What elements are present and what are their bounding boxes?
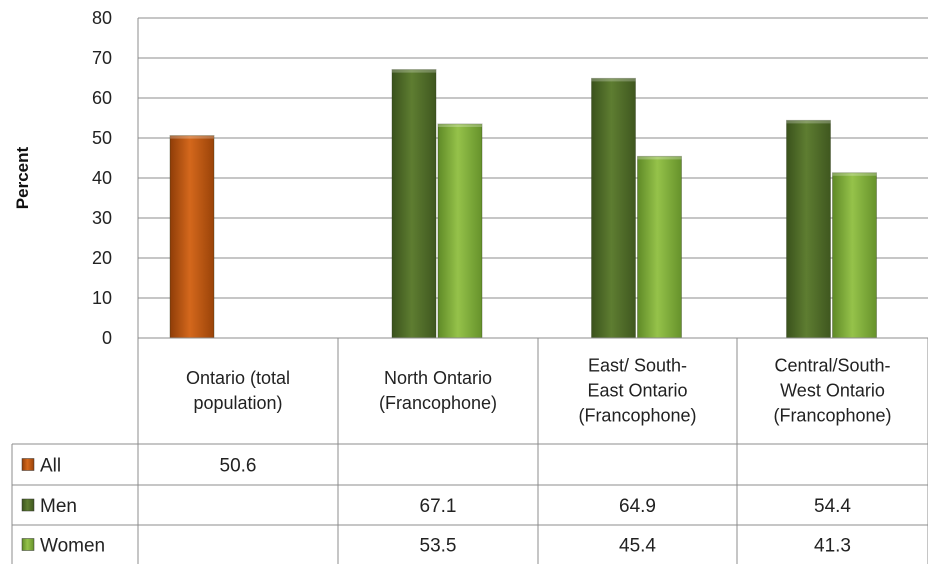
bar-all-0	[169, 135, 215, 339]
y-axis-ticks: 0 10 20 30 40 50 60 70 80	[92, 8, 112, 348]
bar-top-highlight	[786, 120, 831, 124]
y-tick-label: 10	[92, 288, 112, 308]
table-cell: 67.1	[420, 496, 457, 517]
legend-label-all: All	[40, 456, 61, 477]
bar-top-highlight	[392, 69, 436, 73]
y-tick-label: 50	[92, 128, 112, 148]
table-cell: 54.4	[814, 496, 851, 517]
data-table: 50.6 67.1 64.9 54.4 53.5 45.4 41.3	[11, 337, 928, 564]
y-tick-label: 40	[92, 168, 112, 188]
bars	[169, 69, 877, 339]
table-legend: All Men Women	[21, 456, 105, 557]
y-tick-label: 70	[92, 48, 112, 68]
legend-swatch-women	[21, 538, 35, 551]
x-category-label: Central/South-West Ontario (Francophone)	[773, 356, 891, 426]
bar-men-3	[786, 119, 831, 339]
bar-women-1	[437, 123, 483, 339]
x-category-label: East/ South-East Ontario (Francophone)	[578, 356, 696, 426]
y-tick-label: 20	[92, 248, 112, 268]
bar-top-highlight	[170, 135, 214, 139]
y-tick-label: 80	[92, 8, 112, 28]
grid-lines	[137, 17, 928, 339]
bar-women-3	[832, 172, 877, 339]
bar-top-highlight	[591, 78, 636, 82]
table-cell: 50.6	[220, 456, 257, 477]
y-axis-label: Percent	[13, 146, 32, 209]
table-cell: 45.4	[619, 536, 656, 557]
y-tick-label: 0	[102, 328, 112, 348]
bar-men-2	[591, 77, 636, 339]
legend-swatch-men	[21, 498, 35, 512]
table-cell: 53.5	[420, 536, 457, 557]
legend-swatch-all	[21, 458, 35, 471]
x-category-label: North Ontario (Francophone)	[379, 368, 497, 413]
bar-top-highlight	[438, 124, 482, 127]
x-category-label: Ontario (total population)	[186, 368, 290, 413]
table-cell: 64.9	[619, 496, 656, 517]
bar-top-highlight	[637, 156, 682, 160]
y-tick-label: 30	[92, 208, 112, 228]
bar-top-highlight	[832, 172, 877, 176]
bar-men-1	[391, 69, 437, 339]
legend-label-women: Women	[40, 536, 105, 557]
legend-label-men: Men	[40, 496, 77, 517]
category-labels: Ontario (total population) North Ontario (F…	[186, 356, 892, 426]
bar-women-2	[637, 155, 682, 339]
table-cell: 41.3	[814, 536, 851, 557]
y-tick-label: 60	[92, 88, 112, 108]
